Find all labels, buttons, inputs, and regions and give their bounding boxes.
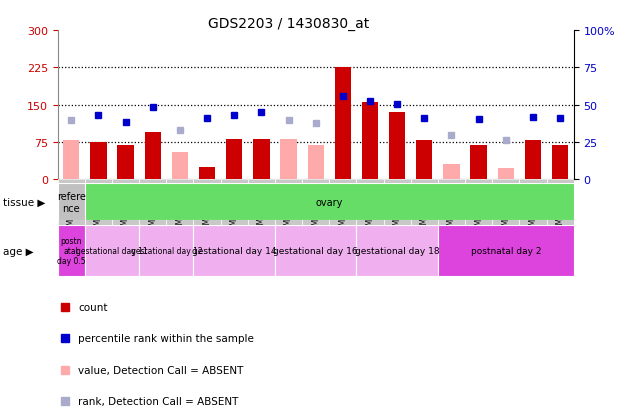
Text: tissue ▶: tissue ▶ bbox=[3, 197, 46, 207]
Text: GSM120849: GSM120849 bbox=[284, 188, 293, 234]
Bar bbox=[416, 141, 433, 180]
Text: GSM120840: GSM120840 bbox=[528, 188, 537, 234]
Bar bbox=[58, 225, 85, 277]
Bar bbox=[275, 180, 302, 235]
Text: GSM120844: GSM120844 bbox=[474, 188, 483, 234]
Text: GSM120857: GSM120857 bbox=[67, 188, 76, 234]
Bar bbox=[497, 169, 514, 180]
Text: GSM120848: GSM120848 bbox=[257, 188, 266, 234]
Text: percentile rank within the sample: percentile rank within the sample bbox=[78, 334, 254, 344]
Bar bbox=[302, 180, 329, 235]
Text: GDS2203 / 1430830_at: GDS2203 / 1430830_at bbox=[208, 17, 369, 31]
Bar bbox=[356, 180, 383, 235]
Text: gestational day 12: gestational day 12 bbox=[131, 247, 202, 255]
Bar bbox=[308, 146, 324, 180]
Text: GSM120851: GSM120851 bbox=[176, 188, 185, 234]
Bar bbox=[362, 103, 378, 180]
Text: postnatal day 2: postnatal day 2 bbox=[470, 247, 541, 255]
Text: GSM120856: GSM120856 bbox=[148, 188, 157, 234]
Bar bbox=[329, 180, 356, 235]
Bar bbox=[335, 68, 351, 180]
Bar bbox=[63, 141, 79, 180]
Text: GSM120847: GSM120847 bbox=[393, 188, 402, 234]
Text: gestational day 11: gestational day 11 bbox=[76, 247, 148, 255]
Bar bbox=[199, 167, 215, 180]
Bar bbox=[58, 180, 85, 235]
Bar bbox=[226, 140, 242, 180]
Bar bbox=[139, 225, 194, 277]
Bar bbox=[248, 180, 275, 235]
Bar bbox=[139, 180, 166, 235]
Bar bbox=[492, 180, 519, 235]
Text: GSM120842: GSM120842 bbox=[420, 188, 429, 234]
Bar bbox=[280, 140, 297, 180]
Text: GSM120850: GSM120850 bbox=[311, 188, 320, 234]
Text: GSM120855: GSM120855 bbox=[121, 188, 130, 234]
Bar bbox=[547, 180, 574, 235]
Bar bbox=[221, 180, 248, 235]
Bar bbox=[112, 180, 139, 235]
Text: gestational day 14: gestational day 14 bbox=[192, 247, 276, 255]
Text: postn
atal
day 0.5: postn atal day 0.5 bbox=[57, 236, 86, 266]
Bar bbox=[356, 225, 438, 277]
Bar bbox=[85, 225, 139, 277]
Bar bbox=[438, 180, 465, 235]
Bar bbox=[145, 133, 161, 180]
Bar bbox=[438, 225, 574, 277]
Bar bbox=[194, 180, 221, 235]
Text: GSM120854: GSM120854 bbox=[94, 188, 103, 234]
Bar bbox=[383, 180, 411, 235]
Bar bbox=[389, 113, 405, 180]
Text: GSM120853: GSM120853 bbox=[229, 188, 238, 234]
Text: rank, Detection Call = ABSENT: rank, Detection Call = ABSENT bbox=[78, 396, 238, 406]
Text: GSM120846: GSM120846 bbox=[365, 188, 374, 234]
Bar bbox=[166, 180, 194, 235]
Bar bbox=[411, 180, 438, 235]
Text: GSM120852: GSM120852 bbox=[203, 188, 212, 234]
Text: gestational day 18: gestational day 18 bbox=[355, 247, 440, 255]
Text: ovary: ovary bbox=[315, 197, 343, 207]
Bar bbox=[194, 225, 275, 277]
Text: gestational day 16: gestational day 16 bbox=[273, 247, 358, 255]
Bar bbox=[85, 180, 112, 235]
Bar bbox=[90, 142, 106, 180]
Bar bbox=[253, 140, 269, 180]
Bar bbox=[519, 180, 547, 235]
Text: age ▶: age ▶ bbox=[3, 246, 34, 256]
Bar bbox=[172, 152, 188, 180]
Bar bbox=[525, 141, 541, 180]
Bar bbox=[275, 225, 356, 277]
Text: refere
nce: refere nce bbox=[57, 192, 86, 213]
Bar bbox=[117, 146, 134, 180]
Text: GSM120843: GSM120843 bbox=[447, 188, 456, 234]
Bar bbox=[444, 165, 460, 180]
Bar bbox=[465, 180, 492, 235]
Bar bbox=[470, 146, 487, 180]
Text: GSM120845: GSM120845 bbox=[338, 188, 347, 234]
Bar bbox=[552, 146, 569, 180]
Text: value, Detection Call = ABSENT: value, Detection Call = ABSENT bbox=[78, 365, 244, 375]
Text: GSM120841: GSM120841 bbox=[556, 188, 565, 234]
Text: count: count bbox=[78, 303, 108, 313]
Text: GSM120839: GSM120839 bbox=[501, 188, 510, 234]
Bar bbox=[58, 184, 85, 221]
